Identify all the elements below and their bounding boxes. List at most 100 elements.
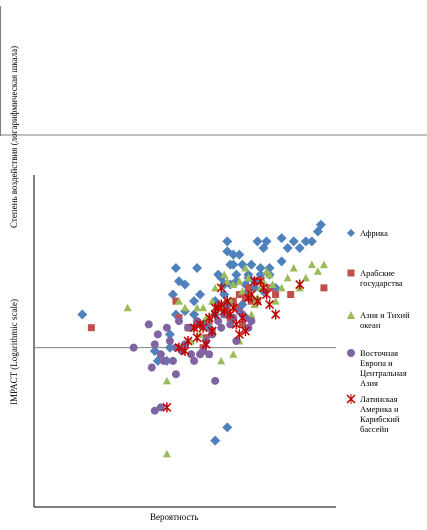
point-series-0-31 (231, 269, 242, 280)
point-series-1-24 (272, 291, 280, 299)
point-series-2-37 (313, 267, 322, 275)
point-series-1-20 (244, 284, 252, 292)
point-series-1-16 (232, 304, 240, 312)
point-series-3-37 (247, 317, 256, 326)
point-series-0-43 (252, 236, 263, 247)
point-series-4-33 (210, 302, 220, 313)
point-series-0-44 (255, 262, 266, 273)
point-series-2-31 (277, 283, 286, 292)
y-axis-label: IMPACT (Logarithmic scale) (9, 299, 19, 405)
point-series-4-30 (271, 309, 281, 320)
point-series-2-39 (247, 310, 256, 318)
point-series-2-28 (265, 270, 274, 279)
point-series-2-41 (229, 350, 238, 358)
point-series-3-10 (168, 356, 177, 365)
point-series-4-14 (219, 306, 229, 317)
point-series-0-55 (288, 236, 299, 247)
point-series-3-32 (232, 337, 241, 345)
point-series-2-30 (271, 297, 280, 305)
legend-label: Латинская Америка и Карибский бассейн (360, 394, 400, 434)
point-series-0-48 (261, 236, 272, 247)
point-series-2-38 (319, 260, 328, 269)
point-series-3-30 (226, 320, 235, 329)
point-series-0-56 (294, 243, 305, 254)
point-series-4-3 (183, 336, 193, 346)
point-series-2-2 (162, 449, 171, 458)
point-series-2-12 (211, 283, 220, 292)
point-series-0-25 (222, 236, 233, 247)
legend-item-eastern-europe: Восточная Европа и Центральная Азия (346, 348, 426, 394)
legend-item-africa: Африка (346, 228, 426, 278)
point-series-2-36 (307, 260, 316, 269)
point-series-3-18 (190, 356, 199, 365)
point-series-2-6 (193, 303, 202, 312)
point-series-4-0 (162, 402, 172, 413)
point-series-3-16 (184, 323, 193, 332)
point-series-3-1 (144, 320, 153, 329)
point-series-2-15 (223, 277, 232, 285)
legend-item-asia-pacific: Азия и Тихий океан (346, 310, 426, 348)
point-series-2-18 (235, 277, 244, 285)
legend: Африка Арабские государства Азия и Тихий… (346, 228, 426, 434)
legend-label: Восточная Европа и Центральная Азия (360, 348, 407, 388)
point-series-0-40 (246, 259, 257, 270)
legend-label: Арабские государства (360, 268, 403, 288)
point-series-0-62 (222, 422, 233, 433)
point-series-0-33 (234, 249, 245, 260)
point-series-2-11 (208, 297, 217, 305)
point-series-0-58 (306, 236, 317, 247)
point-series-1-1 (172, 297, 180, 305)
legend-label: Азия и Тихий океан (360, 310, 410, 330)
point-series-0-4 (164, 342, 175, 353)
point-series-4-9 (204, 312, 214, 323)
legend-item-arab-states: Арабские государства (346, 268, 426, 310)
point-series-0-5 (164, 329, 175, 340)
point-series-4-5 (192, 332, 202, 343)
point-series-4-17 (228, 302, 238, 313)
point-series-2-19 (238, 287, 247, 295)
point-series-4-2 (180, 345, 190, 356)
point-series-3-38 (150, 406, 159, 415)
point-series-3-7 (159, 356, 168, 365)
point-series-3-21 (199, 346, 208, 355)
point-series-2-29 (268, 280, 277, 289)
point-series-0-57 (300, 236, 311, 247)
point-series-1-15 (229, 297, 237, 305)
point-series-3-4 (153, 330, 162, 339)
point-series-1-18 (238, 320, 246, 328)
point-series-0-11 (180, 279, 190, 290)
point-series-0-13 (189, 296, 200, 307)
triangle-icon (347, 311, 355, 319)
point-series-3-11 (171, 370, 180, 379)
point-series-4-21 (240, 326, 250, 337)
point-series-4-25 (252, 296, 263, 307)
point-series-4-29 (265, 299, 275, 310)
point-series-3-23 (205, 350, 214, 359)
point-series-0-2 (152, 355, 163, 366)
point-series-0-0 (77, 309, 88, 320)
point-series-2-4 (181, 303, 189, 312)
point-series-3-8 (162, 323, 171, 332)
point-series-3-25 (211, 376, 220, 385)
point-series-0-60 (315, 219, 326, 230)
point-series-3-27 (217, 323, 226, 332)
point-series-4-10 (207, 326, 217, 337)
point-series-3-6 (156, 350, 165, 359)
point-series-0-29 (228, 249, 239, 260)
point-series-2-3 (174, 297, 183, 305)
point-series-2-8 (199, 303, 208, 312)
square-icon (347, 269, 355, 277)
point-series-3-26 (214, 317, 223, 326)
circle-icon (347, 349, 355, 357)
point-series-0-14 (192, 262, 203, 273)
point-series-4-20 (237, 312, 247, 323)
point-series-0-61 (210, 435, 221, 446)
y-axis-label-top: Степень воздействия (логарифмическая шка… (9, 46, 19, 228)
point-series-3-5 (156, 403, 165, 412)
point-series-4-31 (295, 279, 305, 290)
data-points (77, 219, 328, 458)
point-series-2-35 (301, 273, 310, 282)
point-series-2-32 (283, 273, 292, 282)
point-series-0-53 (276, 233, 287, 244)
